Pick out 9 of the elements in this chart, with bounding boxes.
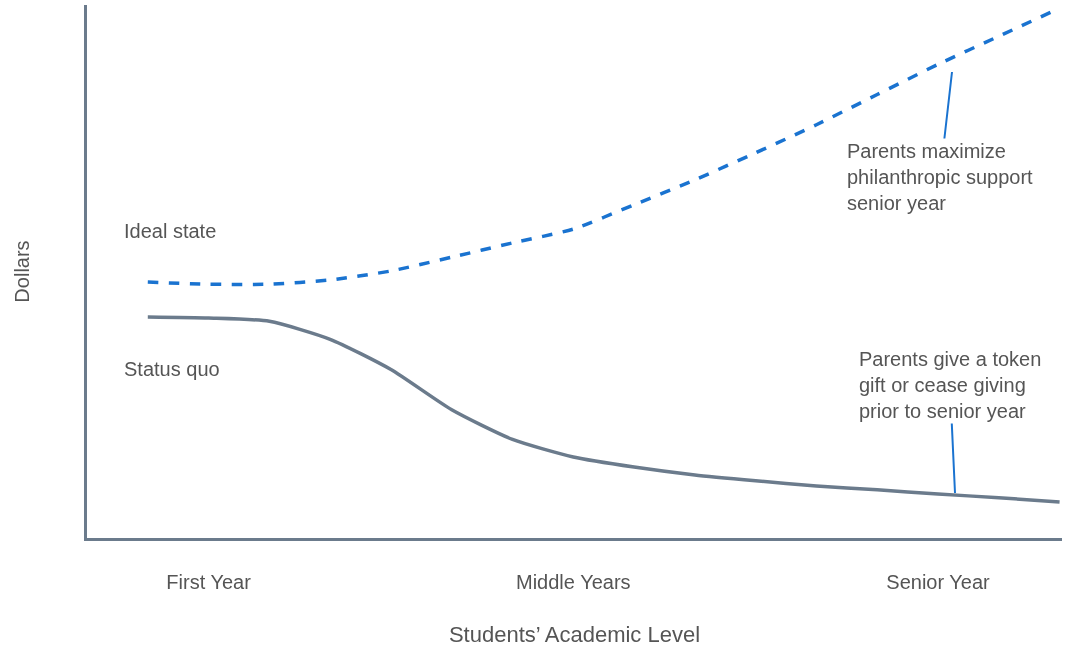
- x-axis-title: Students’ Academic Level: [448, 622, 701, 647]
- x-tick-label: Senior Year: [886, 570, 991, 593]
- series-label: Status quo: [124, 358, 220, 380]
- x-tick-label: First Year: [166, 570, 252, 593]
- annotation: Parents give a token gift or cease giving prior to senior year: [859, 348, 1042, 422]
- text: Ideal state: [124, 220, 217, 242]
- annotation: Parents maximize philanthropic support senior year: [847, 140, 1034, 214]
- x-tick-label: Middle Years: [516, 570, 631, 593]
- y-axis-title: Dollars: [10, 240, 33, 303]
